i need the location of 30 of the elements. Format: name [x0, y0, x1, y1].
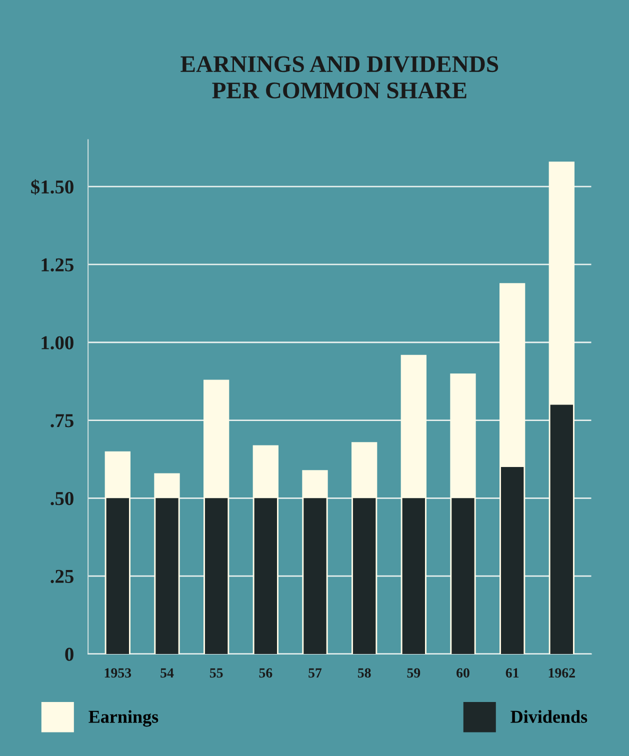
- y-tick-label: 1.00: [42, 336, 74, 350]
- bar: [500, 467, 524, 654]
- x-tick-label: 54: [160, 668, 174, 678]
- bar: [550, 404, 574, 654]
- y-tick-label: .50: [50, 492, 74, 506]
- y-tick-label: $1.50: [31, 179, 74, 195]
- legend-label: Earnings: [88, 710, 158, 727]
- x-tick-label: 1953: [104, 668, 132, 678]
- x-tick-label: 61: [506, 668, 519, 678]
- chart-title: EARNINGS AND DIVIDENDS PER COMMON SHARE: [180, 56, 498, 98]
- x-tick-label: 1962: [548, 668, 575, 678]
- bar: [106, 498, 130, 654]
- x-tick-label: 60: [456, 668, 470, 678]
- y-tick-label: 1.25: [42, 258, 74, 272]
- y-tick-label: 0: [65, 648, 74, 661]
- bar: [304, 498, 326, 654]
- x-tick-label: 57: [308, 668, 322, 678]
- x-tick-label: 55: [210, 668, 223, 678]
- x-tick-label: 56: [259, 668, 272, 678]
- x-tick-label: 58: [358, 668, 371, 678]
- bar: [254, 498, 278, 654]
- legend-label: Dividends: [510, 710, 588, 723]
- x-tick-label: 59: [407, 668, 420, 678]
- bar: [402, 498, 426, 654]
- bar: [352, 498, 376, 654]
- y-tick-label: .75: [50, 414, 74, 428]
- y-tick-label: .25: [50, 570, 74, 584]
- bar: [156, 498, 178, 654]
- bar: [452, 498, 474, 654]
- bar: [204, 498, 228, 654]
